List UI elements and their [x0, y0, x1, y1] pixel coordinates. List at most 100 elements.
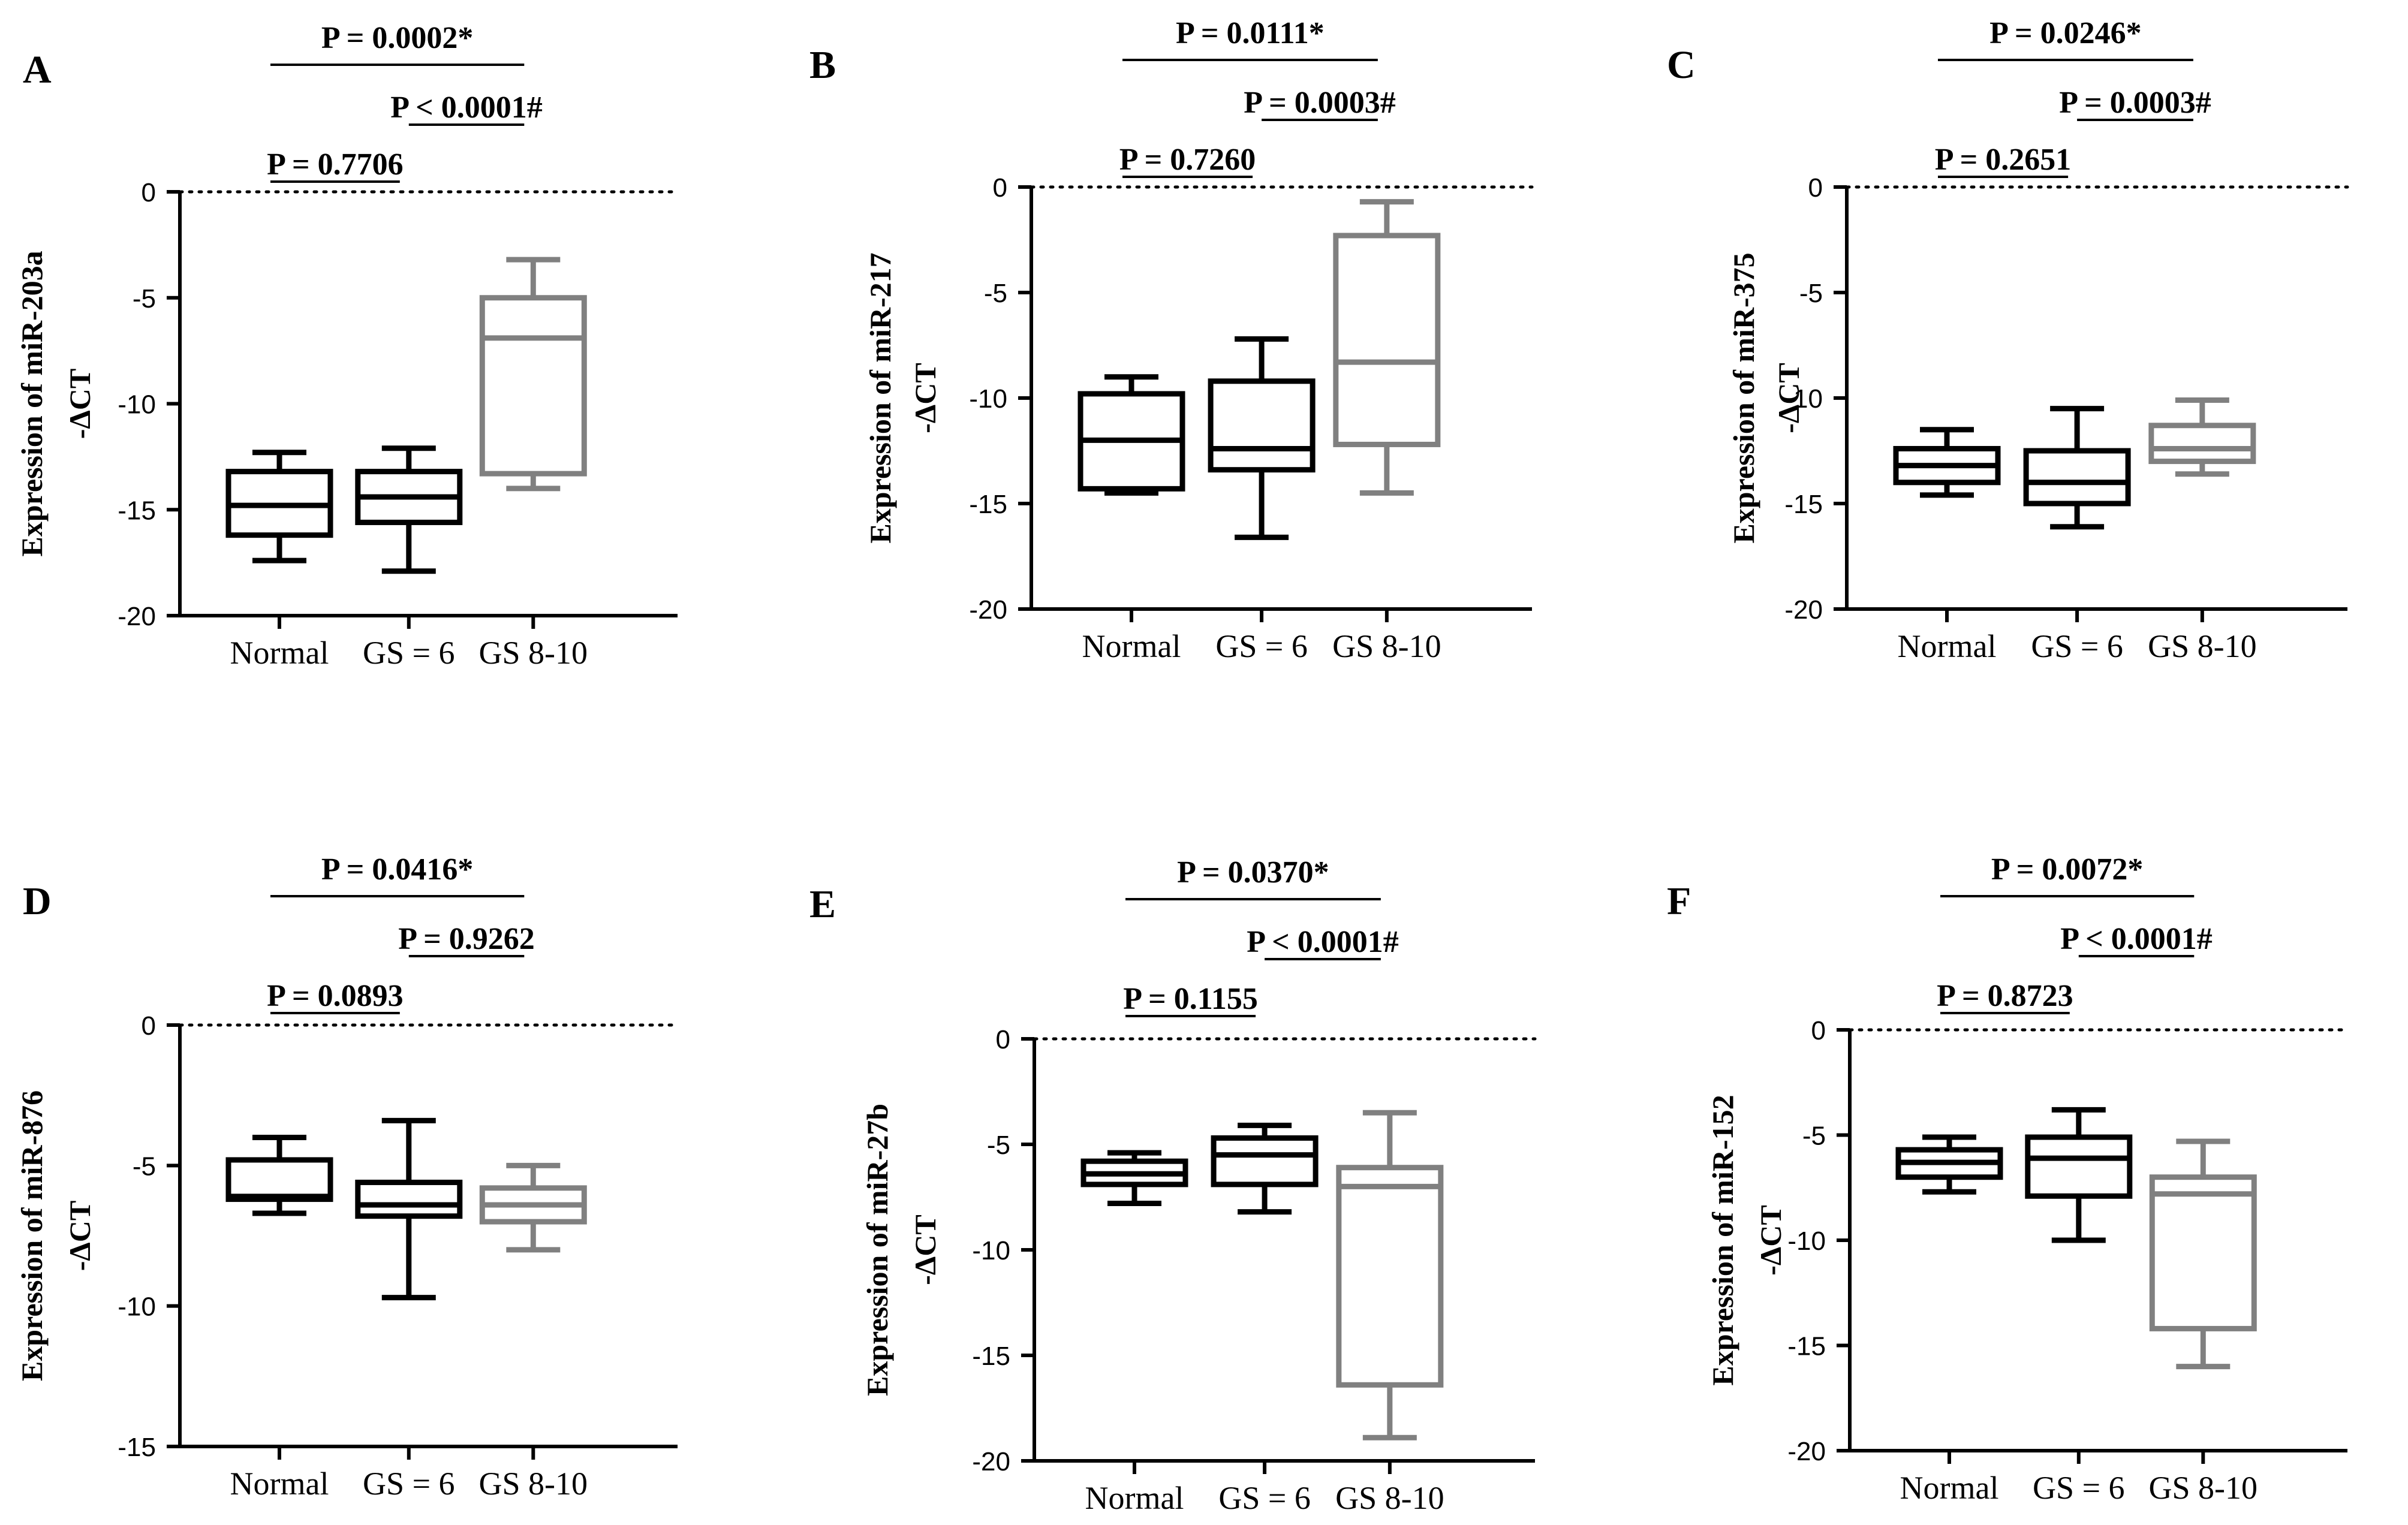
y-tick-label: -10	[118, 390, 156, 420]
box-GS8-10	[2148, 397, 2256, 477]
iqr-box	[2149, 1174, 2257, 1331]
p-value-normal-vs-gs810: P = 0.0246*	[1989, 16, 2142, 50]
y-axis-label-unit: -ΔCT	[1772, 363, 1805, 433]
panel-label: D	[23, 879, 52, 923]
y-tick-label: 0	[1808, 173, 1823, 203]
y-axis-label: Expression of miR-375	[1727, 252, 1760, 543]
box-GSeq6	[1208, 336, 1316, 540]
p-value-gs6-vs-gs810: P = 0.0003#	[2059, 86, 2211, 120]
y-axis-label: Expression of miR-152	[1706, 1095, 1739, 1385]
y-axis-label: Expression of miR-27b	[860, 1104, 894, 1396]
y-axis-label-unit: -ΔCT	[63, 369, 97, 439]
iqr-box	[225, 1157, 333, 1202]
y-tick-label: -20	[1784, 595, 1823, 625]
box-Normal	[1893, 427, 2001, 498]
y-tick-label: 0	[996, 1025, 1010, 1054]
x-tick-label: Normal	[1082, 628, 1181, 664]
y-axis-label-unit: -ΔCT	[908, 1214, 942, 1285]
y-axis-label-unit: -ΔCT	[63, 1201, 97, 1271]
p-value-gs6-vs-gs810: P = 0.0003#	[1244, 86, 1396, 120]
y-tick-label: -5	[1802, 1122, 1826, 1151]
box-GSeq6	[355, 445, 463, 574]
panel-label: B	[809, 43, 836, 87]
iqr-box	[355, 1179, 463, 1219]
p-value-gs6-vs-gs810: P = 0.9262	[398, 922, 535, 956]
iqr-box	[1208, 378, 1316, 473]
panel-F: F 0 -5 -10 -15 -20 Normal GS = 6 GS 8-10 Expressi…	[1667, 852, 2349, 1506]
panel-label: E	[809, 882, 836, 926]
y-tick-label: -15	[118, 1433, 156, 1462]
x-tick-label: Normal	[1900, 1470, 1999, 1506]
x-tick-label: GS 8-10	[479, 1466, 588, 1502]
p-value-normal-vs-gs810: P = 0.0370*	[1177, 855, 1329, 890]
box-GS8-10	[1336, 1110, 1444, 1440]
y-tick-label: -10	[1784, 384, 1823, 414]
x-tick-label: Normal	[1898, 628, 1997, 664]
y-tick-label: -10	[118, 1292, 156, 1322]
y-tick-label: -10	[969, 384, 1007, 414]
x-tick-label: GS = 6	[1215, 628, 1307, 664]
x-tick-label: Normal	[230, 1466, 329, 1502]
y-tick-label: -15	[118, 496, 156, 525]
box-GSeq6	[1211, 1122, 1319, 1215]
panel-C: C 0 -5 -10 -15 -20 Normal GS = 6 GS 8-10 Expressi…	[1667, 16, 2349, 664]
x-tick-label: GS 8-10	[2148, 628, 2257, 664]
box-Normal	[225, 1134, 333, 1216]
x-tick-label: Normal	[1085, 1480, 1184, 1516]
box-GSeq6	[2025, 1107, 2133, 1243]
iqr-box	[2148, 423, 2256, 465]
p-value-gs6-vs-gs810: P < 0.0001#	[1247, 925, 1399, 959]
box-GS8-10	[2149, 1138, 2257, 1370]
x-tick-label: GS 8-10	[1332, 628, 1441, 664]
y-tick-label: -20	[118, 602, 156, 631]
p-value-normal-vs-gs810: P = 0.0111*	[1176, 16, 1325, 50]
y-axis-label: Expression of miR-217	[863, 252, 897, 543]
box-GS8-10	[1333, 199, 1441, 496]
x-tick-label: GS = 6	[363, 1466, 454, 1502]
p-value-normal-vs-gs810: P = 0.0072*	[1991, 852, 2144, 887]
p-value-normal-vs-gs810: P = 0.0002*	[321, 21, 474, 55]
iqr-box	[2023, 448, 2131, 507]
panel-A: A 0 -5 -10 -15 -20 Normal GS = 6 GS 8-10 Expressi…	[15, 21, 679, 671]
p-value-normal-vs-gs6: P = 0.0893	[267, 979, 404, 1013]
y-tick-label: 0	[993, 173, 1007, 203]
y-tick-label: -20	[1787, 1437, 1826, 1466]
p-value-normal-vs-gs6: P = 0.1155	[1123, 982, 1258, 1016]
p-value-normal-vs-gs6: P = 0.7260	[1119, 143, 1256, 177]
y-axis-label-unit: -ΔCT	[1754, 1205, 1787, 1275]
box-Normal	[1077, 374, 1185, 496]
box-Normal	[225, 450, 333, 563]
x-tick-label: GS = 6	[1218, 1480, 1310, 1516]
panel-label: C	[1667, 43, 1696, 87]
x-tick-label: GS = 6	[2033, 1470, 2124, 1506]
iqr-box	[1336, 1165, 1444, 1388]
x-tick-label: GS 8-10	[479, 635, 588, 671]
panel-label: A	[23, 48, 52, 92]
y-tick-label: -5	[987, 1131, 1010, 1160]
y-axis-label: Expression of miR-876	[15, 1090, 49, 1381]
y-tick-label: -15	[1784, 490, 1823, 519]
box-Normal	[1895, 1134, 2003, 1195]
panel-E: E 0 -5 -10 -15 -20 Normal GS = 6 GS 8-10 Expressi…	[809, 855, 1537, 1516]
y-tick-label: -15	[972, 1342, 1010, 1371]
panel-B: B 0 -5 -10 -15 -20 Normal GS = 6 GS 8-10 Expressi…	[809, 16, 1534, 664]
p-value-gs6-vs-gs810: P < 0.0001#	[2060, 922, 2213, 956]
iqr-box	[479, 295, 587, 477]
p-value-normal-vs-gs6: P = 0.7706	[267, 147, 404, 182]
y-tick-label: -5	[984, 279, 1007, 308]
box-GS8-10	[479, 257, 587, 492]
y-tick-label: 0	[142, 1011, 156, 1041]
x-tick-label: Normal	[230, 635, 329, 671]
x-tick-label: GS = 6	[363, 635, 454, 671]
p-value-gs6-vs-gs810: P < 0.0001#	[390, 91, 543, 125]
x-tick-label: GS = 6	[2031, 628, 2123, 664]
p-value-normal-vs-gs810: P = 0.0416*	[321, 852, 474, 887]
box-GS8-10	[479, 1162, 587, 1253]
y-tick-label: -15	[1787, 1332, 1826, 1361]
p-value-normal-vs-gs6: P = 0.8723	[1937, 979, 2073, 1013]
box-GSeq6	[355, 1117, 463, 1301]
y-tick-label: -10	[1787, 1226, 1826, 1256]
y-axis-label: Expression of miR-203a	[15, 251, 49, 556]
p-value-normal-vs-gs6: P = 0.2651	[1935, 143, 2072, 177]
iqr-box	[1211, 1135, 1319, 1188]
